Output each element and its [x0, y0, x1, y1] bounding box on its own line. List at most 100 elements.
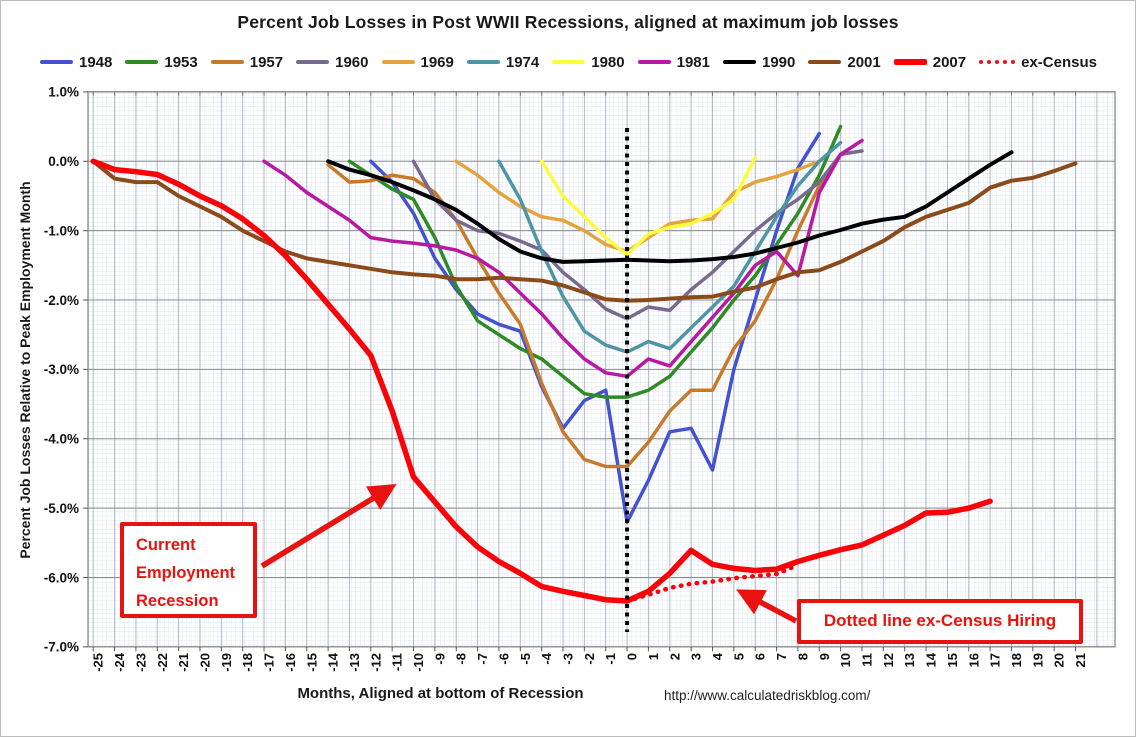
y-tick-label: -5.0%	[44, 501, 79, 516]
legend-swatch-1990	[723, 60, 756, 64]
legend-swatch-1960	[296, 60, 330, 64]
legend-item-1974: 1974	[466, 54, 539, 71]
x-axis-title: Months, Aligned at bottom of Recession	[297, 685, 584, 702]
series-line-1957	[326, 152, 843, 469]
x-tick-label: -4	[539, 652, 554, 664]
x-tick-label: 18	[1009, 653, 1024, 667]
x-tick-label: -6	[496, 653, 511, 665]
y-tick-label: -2.0%	[44, 293, 79, 308]
x-tick-label: 6	[753, 653, 768, 660]
legend-swatch-1969	[381, 60, 415, 64]
x-tick-label: 14	[924, 652, 939, 667]
legend-label: 2001	[847, 53, 881, 71]
legend-label: 1969	[420, 53, 454, 71]
x-tick-label: -21	[176, 653, 191, 672]
legend-swatch-1957	[210, 60, 244, 64]
x-tick-label: -14	[326, 652, 341, 672]
series-line-1953	[347, 124, 843, 399]
legend-label: 1981	[676, 53, 710, 71]
legend-label: 1957	[249, 53, 284, 71]
y-axis-title: Percent Job Losses Relative to Peak Empl…	[17, 181, 33, 559]
series-line-ex-census	[624, 562, 801, 604]
series-line-1990	[326, 150, 1014, 264]
ex-census-arrow	[736, 589, 798, 624]
legend-label: 1990	[762, 53, 796, 71]
x-tick-label: -22	[155, 653, 170, 672]
x-tick-label: 17	[988, 653, 1003, 667]
legend-swatch-1980	[552, 60, 586, 64]
x-tick-label: -9	[432, 653, 447, 665]
legend-item-1948: 1948	[40, 54, 112, 71]
x-tick-label: 1	[646, 653, 661, 660]
legend-item-2007: 2007	[893, 53, 967, 71]
y-tick-label: -3.0%	[44, 362, 79, 377]
current-recession-callout: Current Employment Recession	[120, 522, 257, 618]
series-line-1974	[497, 140, 843, 354]
x-tick-label: -7	[475, 653, 490, 665]
x-tick-label: -18	[240, 653, 255, 672]
x-tick-label: -2	[582, 653, 597, 665]
x-tick-label: -8	[454, 653, 469, 665]
x-tick-label: 7	[774, 653, 789, 660]
x-tick-label: -13	[347, 653, 362, 672]
x-tick-label: 19	[1030, 653, 1045, 667]
y-tick-label: 1.0%	[48, 85, 79, 100]
x-tick-label: -17	[262, 653, 277, 672]
x-tick-label: -19	[219, 653, 234, 672]
x-tick-label: 8	[795, 653, 810, 660]
x-tick-label: 16	[966, 653, 981, 667]
x-tick-label: 5	[731, 653, 746, 660]
x-tick-label: 2	[667, 653, 682, 660]
x-tick-label: -20	[197, 653, 212, 672]
legend-swatch-2007	[893, 59, 927, 65]
x-tick-label: -3	[561, 653, 576, 665]
x-tick-label: -11	[390, 653, 405, 671]
legend-swatch-1981	[637, 60, 671, 64]
x-tick-label: -1	[603, 653, 618, 665]
series-line-2007	[90, 158, 993, 604]
series-line-2001	[91, 159, 1078, 303]
legend-item-1957: 1957	[210, 53, 284, 71]
legend-swatch-1974	[466, 60, 500, 64]
x-tick-label: 12	[881, 653, 896, 667]
legend-label: 1953	[164, 53, 198, 71]
legend-swatch-1948	[40, 60, 73, 64]
watermark-url: http://www.calculatedriskblog.com/	[664, 688, 871, 703]
y-tick-label: -7.0%	[44, 640, 79, 655]
chart-title: Percent Job Losses in Post WWII Recessio…	[237, 12, 899, 32]
legend-label: 1948	[79, 53, 113, 71]
ex-census-callout-text: Dotted line ex-Census Hiring	[823, 611, 1057, 630]
x-tick-label: -24	[112, 652, 127, 672]
series-line-1981	[262, 138, 864, 379]
current-recession-arrow	[260, 483, 397, 569]
y-tick-label: -1.0%	[44, 223, 79, 238]
x-tick-label: 21	[1073, 653, 1088, 667]
legend-item-1981: 1981	[637, 53, 710, 71]
legend-swatch-ex-census	[979, 60, 1016, 64]
legend-item-1969: 1969	[381, 53, 454, 71]
x-tick-label: -15	[304, 653, 319, 672]
legend-item-ex-census: ex-Census	[979, 54, 1097, 71]
legend-label: ex-Census	[1021, 53, 1097, 71]
x-tick-label: 0	[625, 653, 640, 660]
x-tick-label: 10	[838, 653, 853, 667]
y-tick-label: -6.0%	[44, 570, 79, 585]
current-recession-line3: Recession	[136, 592, 219, 610]
legend-item-1960: 1960	[296, 53, 369, 71]
x-tick-label: 13	[902, 653, 917, 667]
x-tick-label: -23	[133, 653, 148, 672]
x-tick-label: -5	[518, 653, 533, 665]
y-tick-label: 0.0%	[48, 154, 79, 169]
x-tick-label: -10	[411, 653, 426, 672]
x-tick-label: 4	[710, 652, 725, 660]
x-tick-label: 11	[859, 653, 874, 667]
legend-label: 2007	[932, 53, 967, 71]
legend-label: 1960	[335, 53, 369, 71]
legend-label: 1980	[591, 53, 625, 71]
x-tick-label: -12	[368, 653, 383, 672]
legend: 1948 1953 1957 1960 1969 1974 1980 1981 1990 2001…	[0, 50, 1136, 74]
x-tick-label: 3	[689, 653, 704, 660]
legend-swatch-2001	[808, 60, 842, 64]
